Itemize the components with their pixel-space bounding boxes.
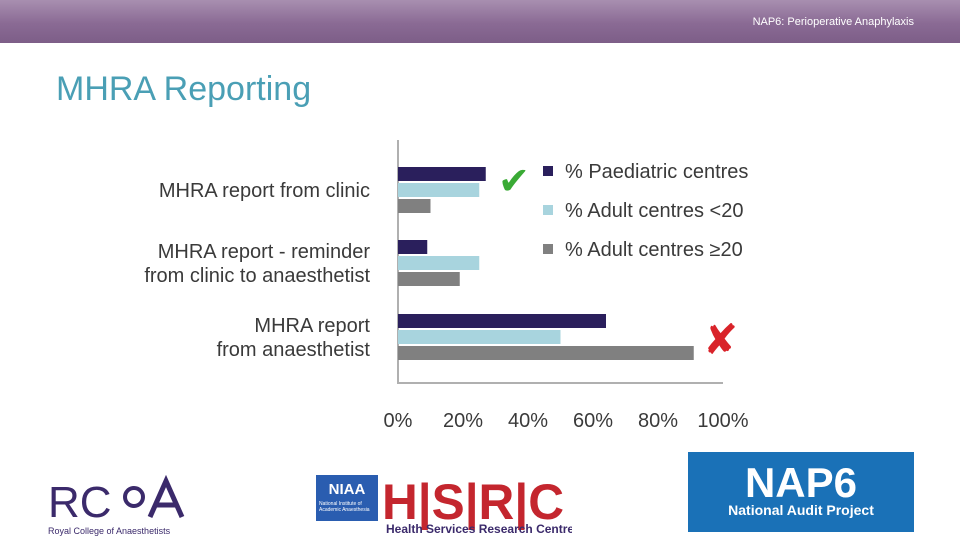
bar — [398, 272, 460, 286]
rcoa-logo-o — [123, 486, 145, 508]
check-mark-icon: ✔ — [498, 159, 530, 203]
category-label: from anaesthetist — [217, 339, 371, 361]
page-title: MHRA Reporting — [56, 70, 312, 108]
rcoa-logo-mark: RC — [48, 478, 112, 527]
bar — [398, 346, 694, 360]
category-label: MHRA report - reminder — [158, 241, 371, 263]
niaa-logo-text: National Institute of Academic Anaesthes… — [319, 501, 370, 513]
hsrc-logo-text: Health Services Research Centre — [386, 522, 572, 536]
bar — [398, 199, 431, 213]
category-label: MHRA report — [254, 315, 370, 337]
bar — [398, 240, 428, 254]
x-tick-label: 20% — [443, 410, 483, 432]
nap6-logo-background — [688, 452, 914, 532]
legend-swatch — [543, 205, 553, 215]
rcoa-logo-a — [147, 475, 185, 519]
legend-swatch — [543, 244, 553, 254]
cross-mark-icon: ✘ — [703, 315, 738, 364]
nap6-logo-mark: NAP6 — [745, 459, 857, 506]
header-bar: NAP6: Perioperative Anaphylaxis — [0, 0, 960, 43]
legend-label: % Adult centres ≥20 — [565, 239, 743, 261]
bar — [398, 256, 480, 270]
niaa-logo-background — [316, 475, 378, 521]
bar-chart: MHRA report from clinic MHRA report - rem… — [144, 140, 749, 432]
rcoa-logo: RC Royal College of Anaesthetists — [48, 475, 185, 536]
category-label: from clinic to anaesthetist — [144, 265, 370, 287]
rcoa-logo-text: Royal College of Anaesthetists — [48, 526, 171, 536]
header-title: NAP6: Perioperative Anaphylaxis — [752, 16, 914, 28]
niaa-logo-mark: NIAA — [329, 481, 366, 498]
legend-label: % Paediatric centres — [565, 161, 748, 183]
legend-label: % Adult centres <20 — [565, 200, 743, 222]
hsrc-logo-mark: H|S|R|C — [382, 475, 564, 531]
category-label: MHRA report from clinic — [159, 180, 370, 202]
bar — [398, 314, 606, 328]
x-tick-label: 80% — [638, 410, 678, 432]
x-tick-label: 60% — [573, 410, 613, 432]
nap6-logo: NAP6 National Audit Project — [688, 452, 914, 532]
x-tick-label: 0% — [384, 410, 413, 432]
nap6-logo-text: National Audit Project — [728, 502, 874, 518]
x-tick-label: 100% — [697, 410, 748, 432]
x-tick-label: 40% — [508, 410, 548, 432]
hsrc-logo: H|S|R|C Health Services Research Centre — [382, 475, 572, 536]
niaa-logo: NIAA National Institute of Academic Anae… — [316, 475, 378, 521]
bar — [398, 183, 480, 197]
bar — [398, 330, 561, 344]
bar — [398, 167, 486, 181]
legend-swatch — [543, 166, 553, 176]
